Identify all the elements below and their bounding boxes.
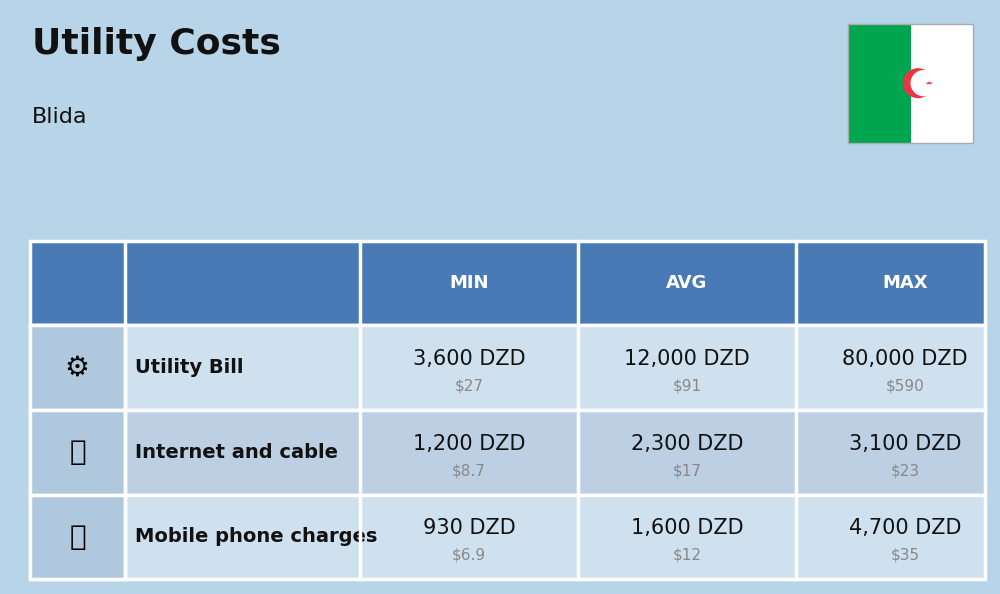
Text: $590: $590	[886, 378, 924, 394]
FancyBboxPatch shape	[30, 410, 985, 494]
Text: $12: $12	[672, 548, 702, 563]
FancyBboxPatch shape	[30, 410, 125, 494]
FancyBboxPatch shape	[30, 494, 125, 579]
Text: $6.9: $6.9	[452, 548, 486, 563]
Text: $17: $17	[672, 463, 702, 478]
Text: 3,100 DZD: 3,100 DZD	[849, 434, 961, 454]
Text: Internet and cable: Internet and cable	[135, 443, 338, 462]
Ellipse shape	[910, 70, 937, 96]
Text: 80,000 DZD: 80,000 DZD	[842, 349, 968, 369]
Text: 4,700 DZD: 4,700 DZD	[849, 519, 961, 538]
Text: $8.7: $8.7	[452, 463, 486, 478]
Text: 📶: 📶	[69, 438, 86, 466]
Text: 1,200 DZD: 1,200 DZD	[413, 434, 525, 454]
Polygon shape	[925, 81, 934, 84]
Text: $23: $23	[890, 463, 920, 478]
Text: 📱: 📱	[69, 523, 86, 551]
Text: 3,600 DZD: 3,600 DZD	[413, 349, 525, 369]
FancyBboxPatch shape	[30, 494, 985, 579]
Text: 930 DZD: 930 DZD	[423, 519, 515, 538]
Text: Blida: Blida	[32, 107, 88, 127]
FancyBboxPatch shape	[910, 24, 973, 143]
FancyBboxPatch shape	[30, 241, 985, 326]
Text: Utility Costs: Utility Costs	[32, 27, 281, 61]
Text: 1,600 DZD: 1,600 DZD	[631, 519, 743, 538]
Text: $91: $91	[672, 378, 702, 394]
Text: Mobile phone charges: Mobile phone charges	[135, 527, 377, 546]
Text: MAX: MAX	[882, 274, 928, 292]
FancyBboxPatch shape	[848, 24, 910, 143]
Text: MIN: MIN	[449, 274, 489, 292]
FancyBboxPatch shape	[30, 326, 125, 410]
Text: 12,000 DZD: 12,000 DZD	[624, 349, 750, 369]
Text: $27: $27	[454, 378, 484, 394]
FancyBboxPatch shape	[30, 326, 985, 410]
Text: 2,300 DZD: 2,300 DZD	[631, 434, 743, 454]
Text: Utility Bill: Utility Bill	[135, 358, 244, 377]
Text: $35: $35	[890, 548, 920, 563]
Text: ⚙️: ⚙️	[65, 353, 90, 381]
Text: AVG: AVG	[666, 274, 708, 292]
Ellipse shape	[903, 68, 933, 98]
